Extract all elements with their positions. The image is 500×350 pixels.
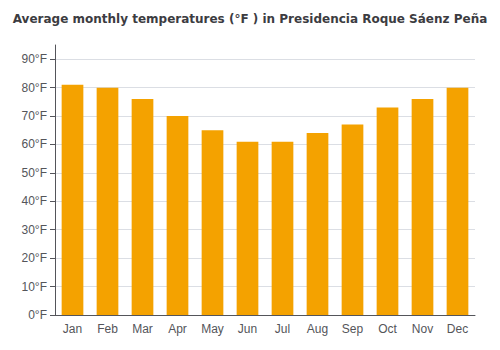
svg-text:Oct: Oct	[378, 322, 397, 336]
svg-text:Jan: Jan	[63, 322, 82, 336]
svg-text:Jul: Jul	[275, 322, 290, 336]
svg-text:60°F: 60°F	[22, 137, 47, 151]
svg-text:50°F: 50°F	[22, 166, 47, 180]
svg-text:Apr: Apr	[168, 322, 187, 336]
svg-text:30°F: 30°F	[22, 223, 47, 237]
svg-text:40°F: 40°F	[22, 194, 47, 208]
svg-text:Nov: Nov	[412, 322, 433, 336]
svg-text:Sep: Sep	[342, 322, 364, 336]
svg-text:70°F: 70°F	[22, 109, 47, 123]
svg-text:10°F: 10°F	[22, 280, 47, 294]
svg-text:Feb: Feb	[97, 322, 118, 336]
svg-text:80°F: 80°F	[22, 81, 47, 95]
svg-text:Jun: Jun	[238, 322, 257, 336]
svg-text:Average monthly temperatures (: Average monthly temperatures (°F ) in Pr…	[13, 12, 488, 26]
svg-text:Dec: Dec	[447, 322, 468, 336]
svg-text:May: May	[201, 322, 224, 336]
svg-text:20°F: 20°F	[22, 251, 47, 265]
svg-text:Aug: Aug	[307, 322, 328, 336]
svg-text:0°F: 0°F	[28, 308, 47, 322]
svg-text:Mar: Mar	[132, 322, 153, 336]
svg-text:90°F: 90°F	[22, 52, 47, 66]
